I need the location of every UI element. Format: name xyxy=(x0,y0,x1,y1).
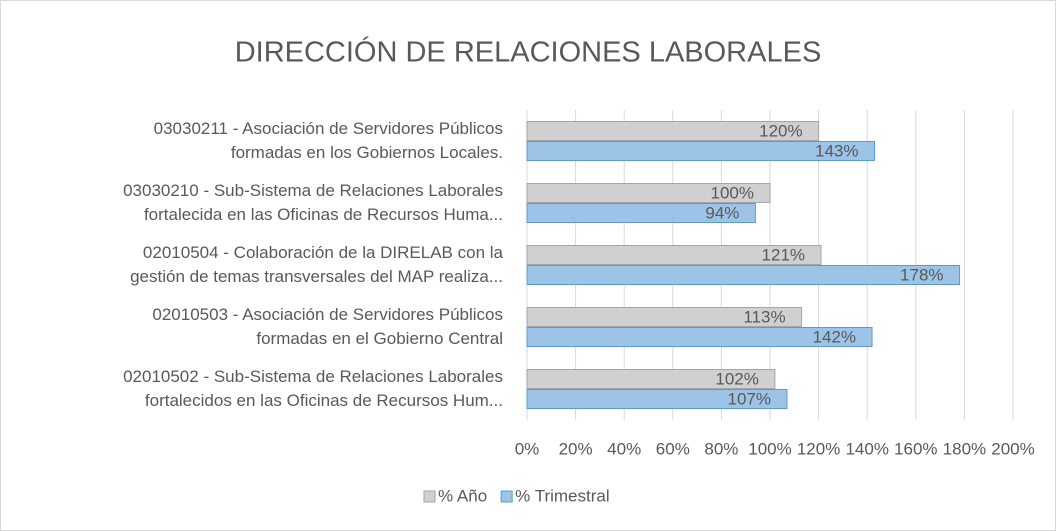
legend-swatch xyxy=(423,490,436,503)
bar xyxy=(526,245,822,265)
legend-label: % Trimestral xyxy=(515,486,609,505)
category-label: 03030210 - Sub-Sistema de Relaciones Lab… xyxy=(123,181,503,224)
legend-label: % Año xyxy=(438,486,487,505)
bar xyxy=(526,265,961,285)
bar xyxy=(526,369,776,389)
bar xyxy=(526,327,873,347)
data-label: 107% xyxy=(728,389,771,408)
bar xyxy=(526,121,820,141)
chart-title: DIRECCIÓN DE RELACIONES LABORALES xyxy=(235,36,822,69)
x-tick-label: 20% xyxy=(559,439,593,458)
legend-swatch xyxy=(500,490,513,503)
bar xyxy=(526,203,756,223)
x-tick-label: 40% xyxy=(607,439,641,458)
data-label: 142% xyxy=(813,327,856,346)
category-label: 03030211 - Asociación de Servidores Públ… xyxy=(153,119,503,162)
category-label: 02010503 - Asociación de Servidores Públ… xyxy=(152,305,503,348)
data-label: 143% xyxy=(815,141,858,160)
data-label: 102% xyxy=(715,369,758,388)
bar xyxy=(526,307,803,327)
bar xyxy=(526,389,788,409)
data-label: 178% xyxy=(900,265,943,284)
x-tick-label: 60% xyxy=(656,439,690,458)
x-tick-label: 80% xyxy=(704,439,738,458)
category-label: 02010502 - Sub-Sistema de Relaciones Lab… xyxy=(123,367,503,410)
x-tick-label: 100% xyxy=(748,439,791,458)
bar xyxy=(526,141,875,161)
data-label: 121% xyxy=(762,245,805,264)
x-tick-label: 200% xyxy=(991,439,1034,458)
x-tick-label: 160% xyxy=(894,439,937,458)
category-label: 02010504 - Colaboración de la DIRELAB co… xyxy=(130,243,503,286)
data-label: 94% xyxy=(705,203,739,222)
x-tick-label: 140% xyxy=(845,439,888,458)
x-tick-label: 180% xyxy=(943,439,986,458)
x-tick-label: 120% xyxy=(797,439,840,458)
bar xyxy=(526,183,771,203)
data-label: 100% xyxy=(711,183,754,202)
data-label: 113% xyxy=(743,307,785,326)
data-label: 120% xyxy=(759,121,802,140)
x-tick-label: 0% xyxy=(515,439,540,458)
